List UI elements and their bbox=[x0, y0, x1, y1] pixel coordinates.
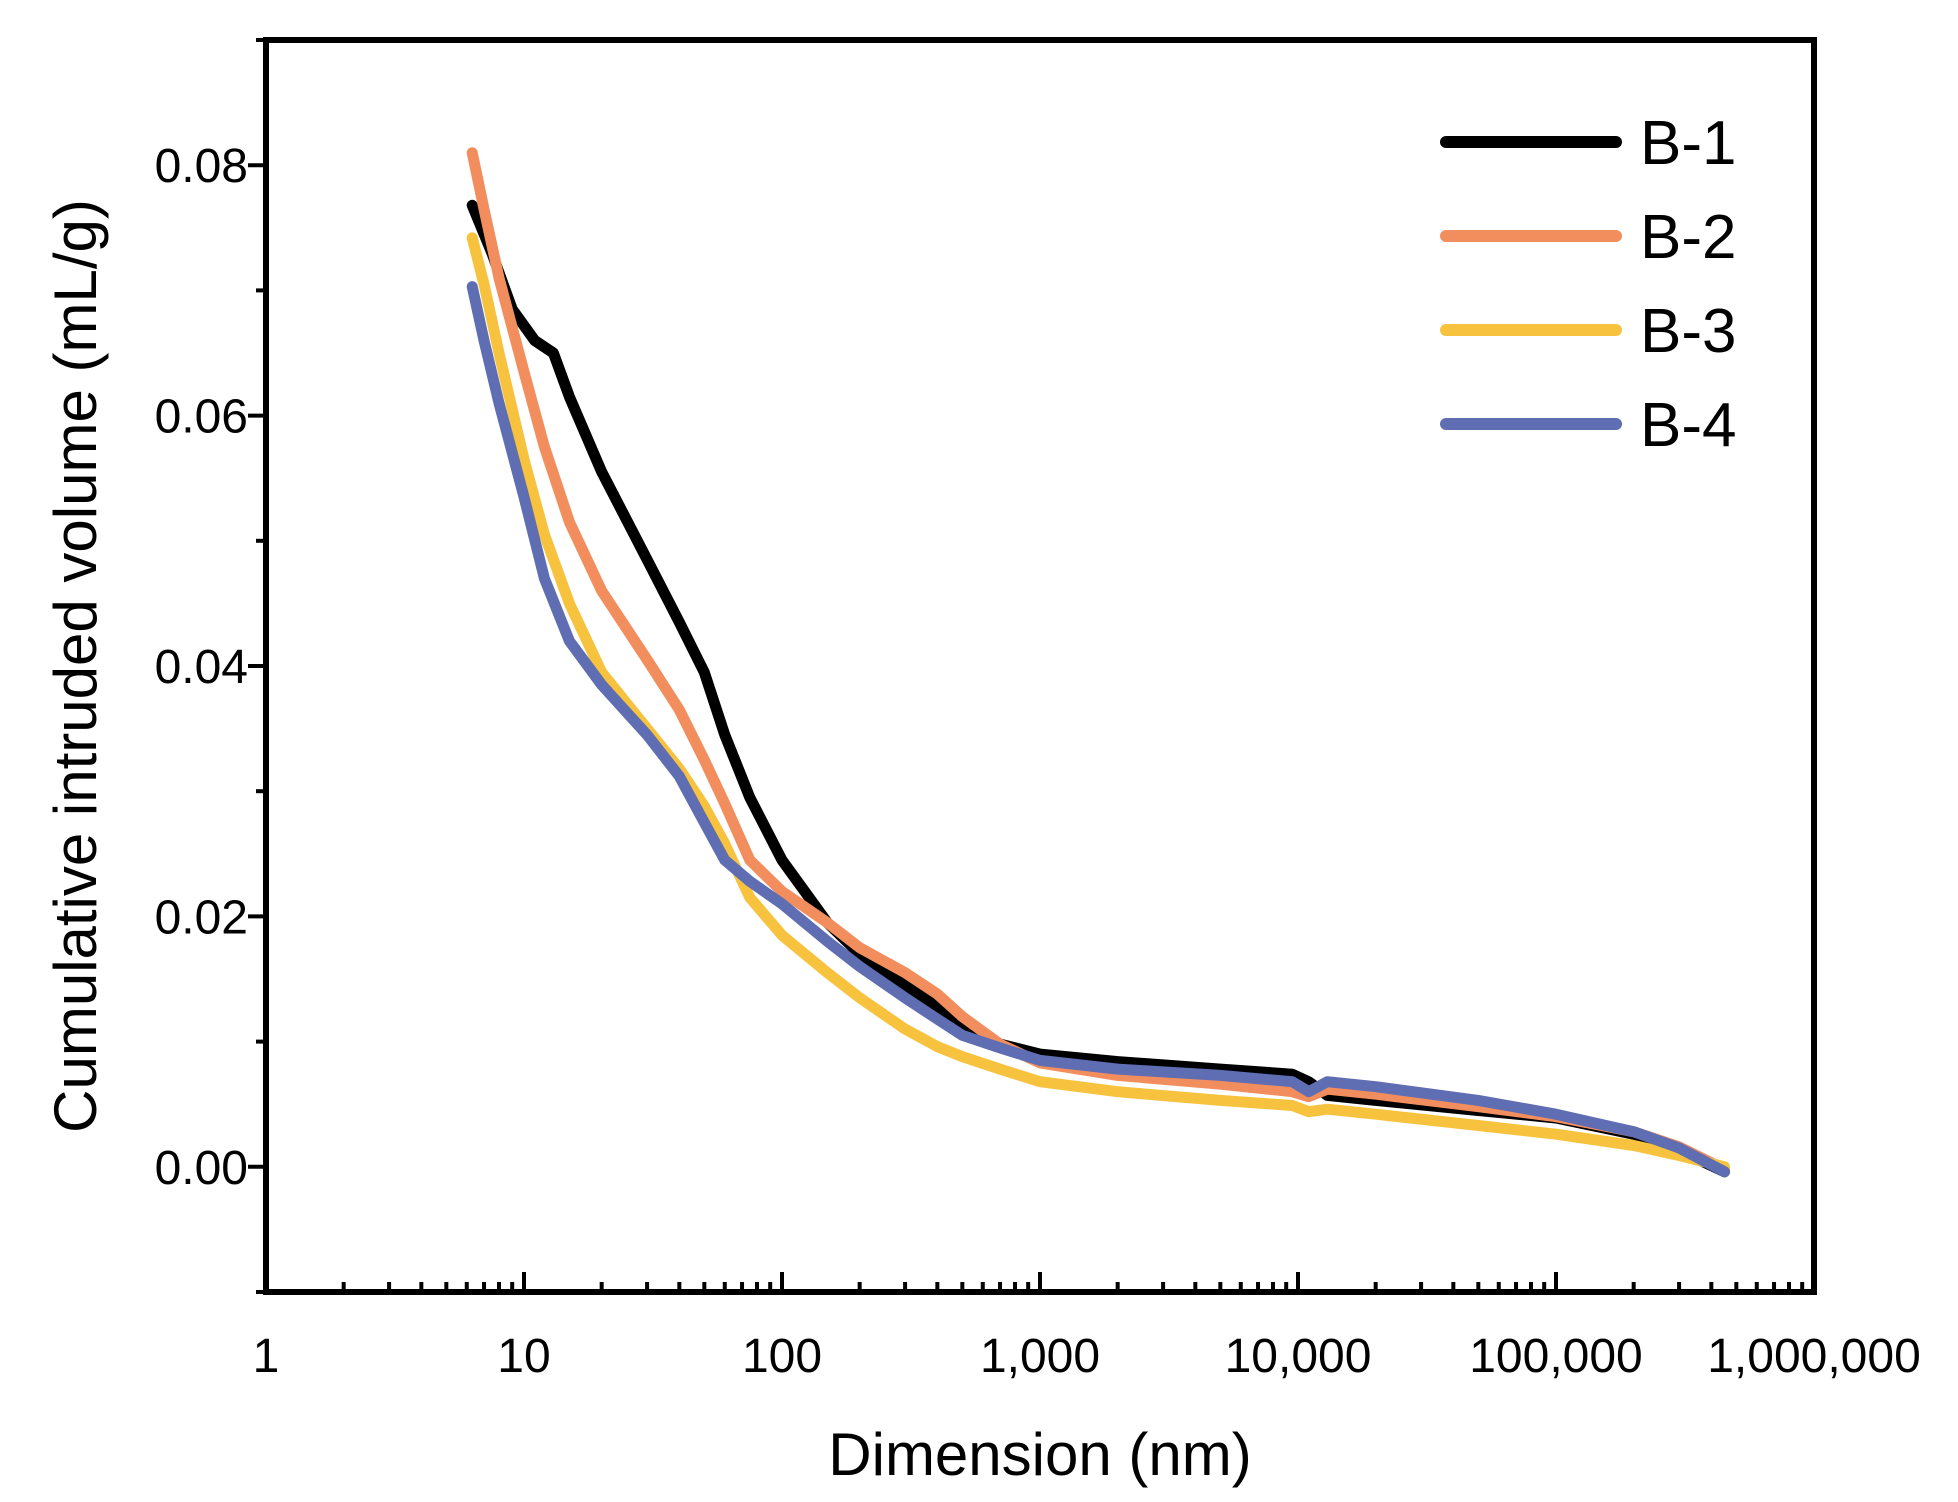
legend-label-B-4: B-4 bbox=[1640, 391, 1736, 460]
y-tick-label: 0.00 bbox=[155, 1142, 248, 1195]
legend-label-B-1: B-1 bbox=[1640, 109, 1736, 178]
series-line-B-4 bbox=[466, 281, 1730, 1178]
legend-label-B-2: B-2 bbox=[1640, 203, 1736, 272]
x-tick-label: 10,000 bbox=[1225, 1330, 1372, 1383]
x-tick-label: 10 bbox=[497, 1330, 550, 1383]
y-axis-title: Cumulative intruded volume (mL/g) bbox=[42, 199, 109, 1133]
x-axis-title: Dimension (nm) bbox=[828, 1421, 1251, 1488]
legend: B-1 B-2 B-3 B-4 bbox=[1440, 109, 1736, 460]
x-axis: 1 10 100 1,000 10,000 100,000 1,000,000 bbox=[253, 1272, 1921, 1383]
y-tick-label: 0.02 bbox=[155, 891, 248, 944]
plot-frame bbox=[263, 37, 1817, 1295]
y-tick-label: 0.08 bbox=[155, 140, 248, 193]
x-tick-label: 100 bbox=[742, 1330, 822, 1383]
series-line-B-1 bbox=[466, 199, 1730, 1178]
x-tick-label: 1,000 bbox=[980, 1330, 1100, 1383]
series-line-B-3 bbox=[466, 232, 1730, 1173]
y-tick-label: 0.06 bbox=[155, 391, 248, 444]
series-layer bbox=[466, 147, 1730, 1178]
x-tick-label: 1,000,000 bbox=[1707, 1330, 1921, 1383]
y-axis: 0.00 0.02 0.04 0.06 0.08 bbox=[155, 38, 266, 1294]
legend-label-B-3: B-3 bbox=[1640, 297, 1736, 366]
y-tick-label: 0.04 bbox=[155, 641, 248, 694]
series-line-B-2 bbox=[466, 147, 1730, 1175]
x-tick-label: 100,000 bbox=[1469, 1330, 1643, 1383]
x-tick-label: 1 bbox=[253, 1330, 280, 1383]
